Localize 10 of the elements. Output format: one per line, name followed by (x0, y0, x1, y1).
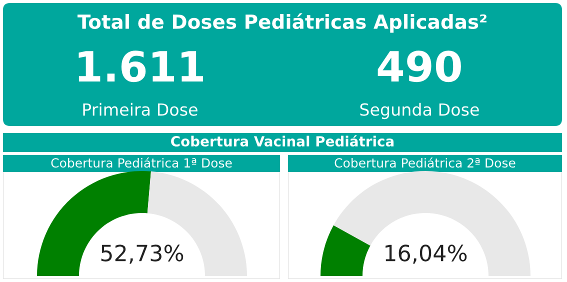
text: Segunda Dose (360, 102, 479, 120)
text: 490 (378, 50, 461, 82)
chart-title: Cobertura Pediátrica 2ª Dose (334, 157, 516, 168)
chart-title: Cobertura Pediátrica 1ª Dose (51, 157, 232, 168)
text: 16,04% (386, 244, 467, 264)
text: 52,73% (101, 244, 184, 264)
text: 1.611 (78, 50, 203, 82)
text: Total de Doses Pediátricas Aplicadas² (78, 13, 486, 33)
text: Cobertura Vacinal Pediátrica (171, 135, 394, 147)
text: Primeira Dose (83, 102, 198, 116)
